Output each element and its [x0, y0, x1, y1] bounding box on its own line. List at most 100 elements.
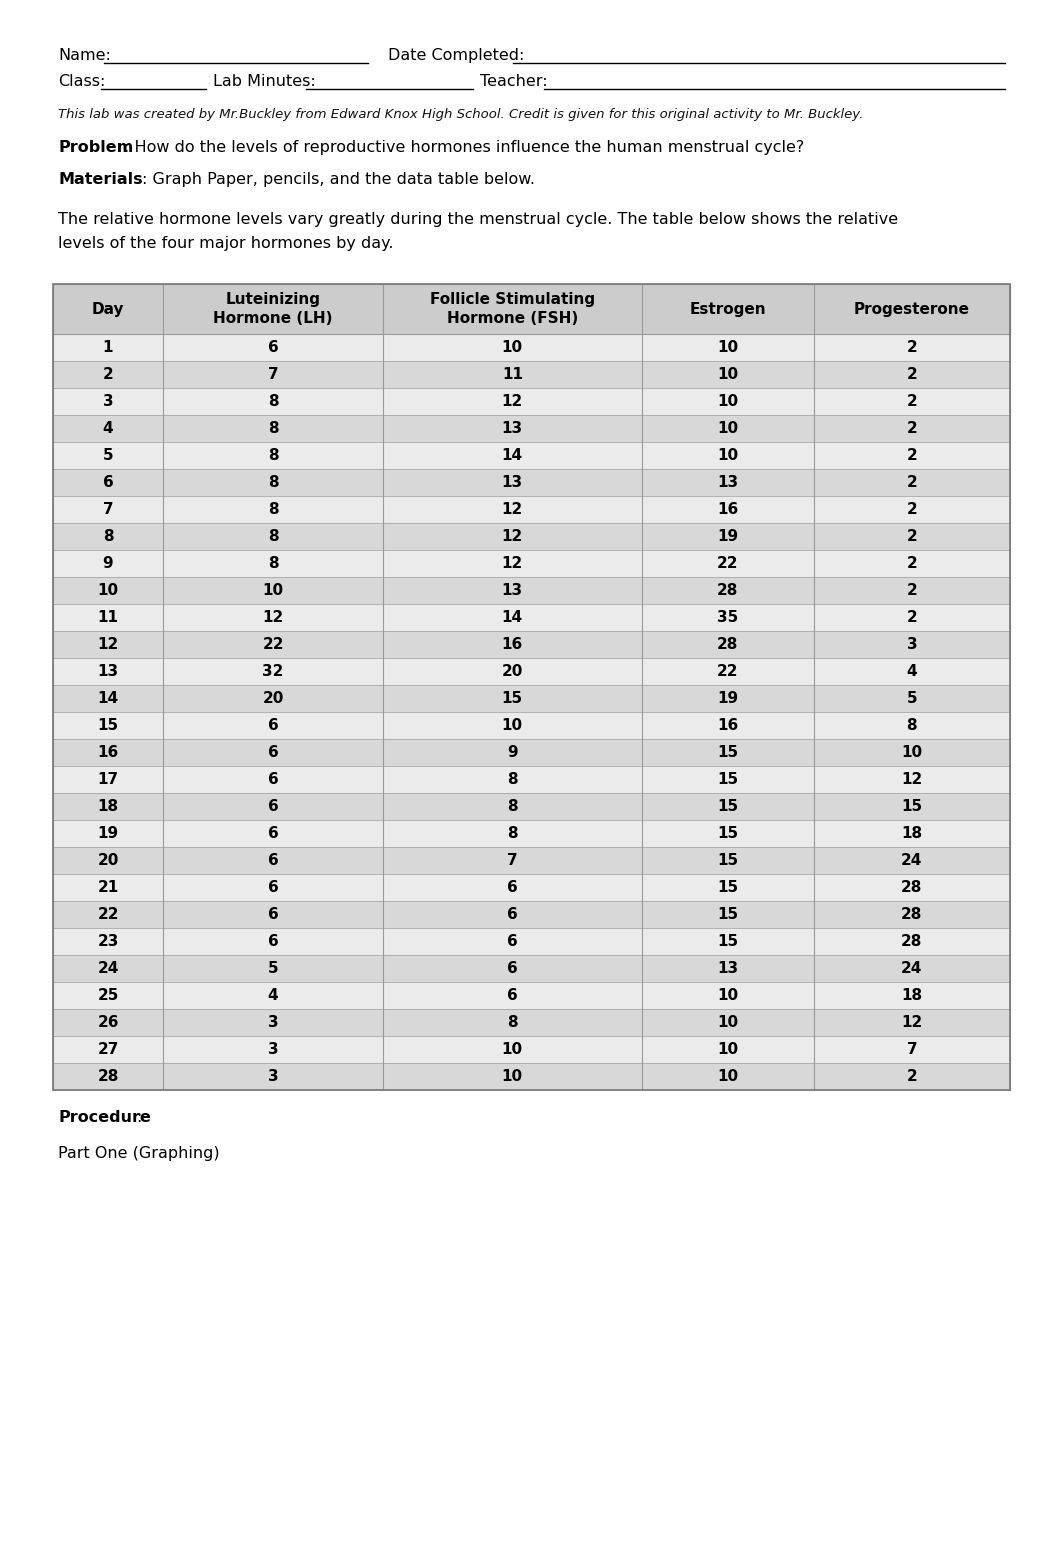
- Text: 12: 12: [501, 503, 523, 517]
- Text: 6: 6: [268, 717, 278, 733]
- Text: 28: 28: [902, 934, 923, 949]
- Text: Day: Day: [91, 302, 124, 316]
- Text: 12: 12: [501, 394, 523, 409]
- Text: 10: 10: [717, 367, 738, 383]
- Text: 6: 6: [268, 798, 278, 814]
- Text: 2: 2: [103, 367, 114, 383]
- Text: 2: 2: [907, 422, 918, 436]
- Text: 6: 6: [268, 907, 278, 923]
- Text: 18: 18: [98, 798, 119, 814]
- Text: 4: 4: [268, 988, 278, 1004]
- Bar: [53, 927, 1010, 955]
- Text: 32: 32: [262, 664, 284, 678]
- Text: 6: 6: [268, 881, 278, 895]
- Text: 13: 13: [98, 664, 119, 678]
- Text: 19: 19: [98, 826, 119, 840]
- Text: 8: 8: [907, 717, 918, 733]
- Text: 10: 10: [717, 394, 738, 409]
- Text: 9: 9: [103, 555, 114, 571]
- Text: 13: 13: [717, 475, 738, 490]
- Text: 7: 7: [103, 503, 114, 517]
- Text: 28: 28: [902, 881, 923, 895]
- Text: 10: 10: [98, 584, 119, 598]
- Text: 10: 10: [717, 422, 738, 436]
- Bar: [53, 577, 1010, 604]
- Bar: [53, 549, 1010, 577]
- Text: :: :: [136, 1109, 141, 1125]
- Text: 8: 8: [268, 394, 278, 409]
- Bar: [53, 820, 1010, 846]
- Text: 6: 6: [268, 934, 278, 949]
- Bar: [53, 632, 1010, 658]
- Bar: [53, 955, 1010, 982]
- Bar: [53, 523, 1010, 549]
- Text: 8: 8: [268, 529, 278, 545]
- Bar: [53, 713, 1010, 739]
- Text: 6: 6: [507, 881, 518, 895]
- Text: 26: 26: [98, 1015, 119, 1030]
- Text: Lab Minutes:: Lab Minutes:: [213, 75, 315, 89]
- Text: 24: 24: [98, 962, 119, 976]
- Bar: [53, 335, 1010, 361]
- Text: 22: 22: [98, 907, 119, 923]
- Text: 20: 20: [262, 691, 284, 706]
- Text: 27: 27: [98, 1043, 119, 1057]
- Text: 6: 6: [268, 826, 278, 840]
- Text: 8: 8: [268, 422, 278, 436]
- Text: 1: 1: [103, 341, 114, 355]
- Bar: [53, 874, 1010, 901]
- Text: 35: 35: [717, 610, 738, 626]
- Bar: [53, 285, 1010, 335]
- Text: 12: 12: [501, 529, 523, 545]
- Text: 10: 10: [717, 1069, 738, 1085]
- Text: 6: 6: [507, 988, 518, 1004]
- Text: 15: 15: [717, 826, 738, 840]
- Text: 10: 10: [717, 341, 738, 355]
- Bar: [53, 361, 1010, 387]
- Text: Materials: Materials: [58, 173, 142, 187]
- Text: 8: 8: [507, 798, 517, 814]
- Text: 2: 2: [907, 394, 918, 409]
- Text: 12: 12: [902, 772, 923, 787]
- Bar: [53, 982, 1010, 1008]
- Text: Part One (Graphing): Part One (Graphing): [58, 1147, 220, 1161]
- Bar: [53, 685, 1010, 713]
- Text: 6: 6: [507, 907, 518, 923]
- Text: 22: 22: [717, 555, 738, 571]
- Text: 2: 2: [907, 555, 918, 571]
- Text: 13: 13: [502, 475, 523, 490]
- Bar: [53, 604, 1010, 632]
- Text: 25: 25: [98, 988, 119, 1004]
- Text: 13: 13: [502, 422, 523, 436]
- Text: 18: 18: [902, 826, 923, 840]
- Text: Procedure: Procedure: [58, 1109, 151, 1125]
- Text: 11: 11: [502, 367, 523, 383]
- Text: 11: 11: [98, 610, 119, 626]
- Text: The relative hormone levels vary greatly during the menstrual cycle. The table b: The relative hormone levels vary greatly…: [58, 212, 898, 227]
- Text: 8: 8: [103, 529, 114, 545]
- Text: 5: 5: [103, 448, 114, 464]
- Text: 6: 6: [103, 475, 114, 490]
- Text: 12: 12: [262, 610, 284, 626]
- Bar: [53, 794, 1010, 820]
- Text: 16: 16: [98, 745, 119, 759]
- Text: 15: 15: [502, 691, 523, 706]
- Text: 10: 10: [717, 1015, 738, 1030]
- Text: 7: 7: [907, 1043, 918, 1057]
- Bar: [53, 1063, 1010, 1091]
- Text: 24: 24: [902, 853, 923, 868]
- Text: 12: 12: [98, 636, 119, 652]
- Text: 10: 10: [902, 745, 923, 759]
- Text: 28: 28: [98, 1069, 119, 1085]
- Text: 28: 28: [717, 636, 738, 652]
- Text: 6: 6: [268, 745, 278, 759]
- Text: 15: 15: [717, 745, 738, 759]
- Text: Follicle Stimulating
Hormone (FSH): Follicle Stimulating Hormone (FSH): [430, 293, 595, 325]
- Text: 10: 10: [717, 1043, 738, 1057]
- Text: 28: 28: [717, 584, 738, 598]
- Text: 15: 15: [717, 934, 738, 949]
- Text: 15: 15: [717, 881, 738, 895]
- Text: levels of the four major hormones by day.: levels of the four major hormones by day…: [58, 237, 394, 251]
- Text: : How do the levels of reproductive hormones influence the human menstrual cycle: : How do the levels of reproductive horm…: [124, 140, 804, 156]
- Text: 7: 7: [507, 853, 517, 868]
